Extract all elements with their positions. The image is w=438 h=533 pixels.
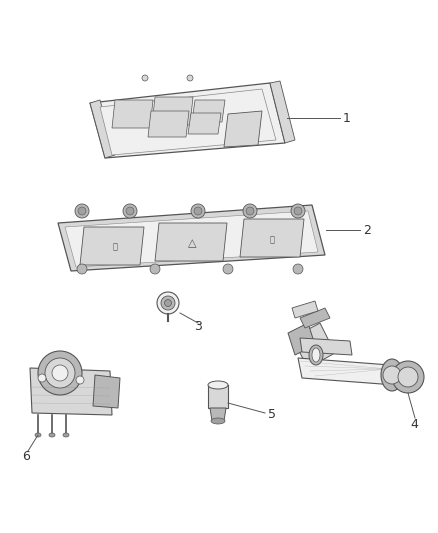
Circle shape bbox=[45, 358, 75, 388]
Polygon shape bbox=[288, 323, 315, 355]
Polygon shape bbox=[192, 100, 225, 122]
Polygon shape bbox=[300, 338, 352, 355]
Ellipse shape bbox=[309, 345, 323, 365]
Polygon shape bbox=[210, 408, 226, 421]
Polygon shape bbox=[148, 111, 189, 137]
Circle shape bbox=[38, 374, 46, 382]
Polygon shape bbox=[300, 308, 330, 328]
Circle shape bbox=[150, 264, 160, 274]
Polygon shape bbox=[240, 219, 304, 257]
Ellipse shape bbox=[49, 433, 55, 437]
Polygon shape bbox=[112, 100, 153, 128]
Circle shape bbox=[165, 300, 172, 306]
Polygon shape bbox=[80, 227, 144, 265]
Circle shape bbox=[52, 365, 68, 381]
Circle shape bbox=[243, 204, 257, 218]
Polygon shape bbox=[100, 89, 276, 155]
Circle shape bbox=[126, 207, 134, 215]
Circle shape bbox=[383, 366, 401, 384]
Polygon shape bbox=[90, 83, 285, 158]
Circle shape bbox=[76, 376, 84, 384]
Circle shape bbox=[194, 207, 202, 215]
Text: 6: 6 bbox=[22, 449, 30, 463]
Circle shape bbox=[123, 204, 137, 218]
Circle shape bbox=[223, 264, 233, 274]
Text: 2: 2 bbox=[363, 223, 371, 237]
Ellipse shape bbox=[381, 359, 403, 391]
Polygon shape bbox=[30, 368, 112, 415]
Polygon shape bbox=[224, 111, 262, 147]
Polygon shape bbox=[155, 223, 227, 261]
Circle shape bbox=[246, 207, 254, 215]
Polygon shape bbox=[298, 358, 395, 385]
Polygon shape bbox=[292, 323, 335, 368]
Polygon shape bbox=[58, 205, 325, 271]
Ellipse shape bbox=[211, 418, 225, 424]
Circle shape bbox=[161, 296, 175, 310]
Polygon shape bbox=[90, 100, 115, 158]
Circle shape bbox=[157, 292, 179, 314]
Polygon shape bbox=[292, 301, 318, 318]
Circle shape bbox=[187, 75, 193, 81]
Polygon shape bbox=[188, 113, 221, 134]
Polygon shape bbox=[65, 211, 318, 267]
Text: △: △ bbox=[188, 238, 196, 248]
Circle shape bbox=[291, 204, 305, 218]
Text: 4: 4 bbox=[410, 418, 418, 432]
Ellipse shape bbox=[63, 433, 69, 437]
Ellipse shape bbox=[312, 348, 320, 362]
Circle shape bbox=[38, 351, 82, 395]
Circle shape bbox=[78, 207, 86, 215]
Polygon shape bbox=[152, 97, 193, 125]
Circle shape bbox=[77, 264, 87, 274]
Polygon shape bbox=[270, 81, 295, 143]
Circle shape bbox=[142, 75, 148, 81]
Text: 1: 1 bbox=[343, 111, 351, 125]
Text: 3: 3 bbox=[194, 320, 202, 334]
Circle shape bbox=[191, 204, 205, 218]
Polygon shape bbox=[208, 385, 228, 408]
Text: 5: 5 bbox=[268, 408, 276, 422]
Circle shape bbox=[398, 367, 418, 387]
Circle shape bbox=[293, 264, 303, 274]
Circle shape bbox=[75, 204, 89, 218]
Circle shape bbox=[392, 361, 424, 393]
Ellipse shape bbox=[35, 433, 41, 437]
Circle shape bbox=[294, 207, 302, 215]
Text: ⬜: ⬜ bbox=[269, 236, 275, 245]
Ellipse shape bbox=[208, 381, 228, 389]
Text: ⬜: ⬜ bbox=[113, 243, 117, 252]
Polygon shape bbox=[93, 375, 120, 408]
